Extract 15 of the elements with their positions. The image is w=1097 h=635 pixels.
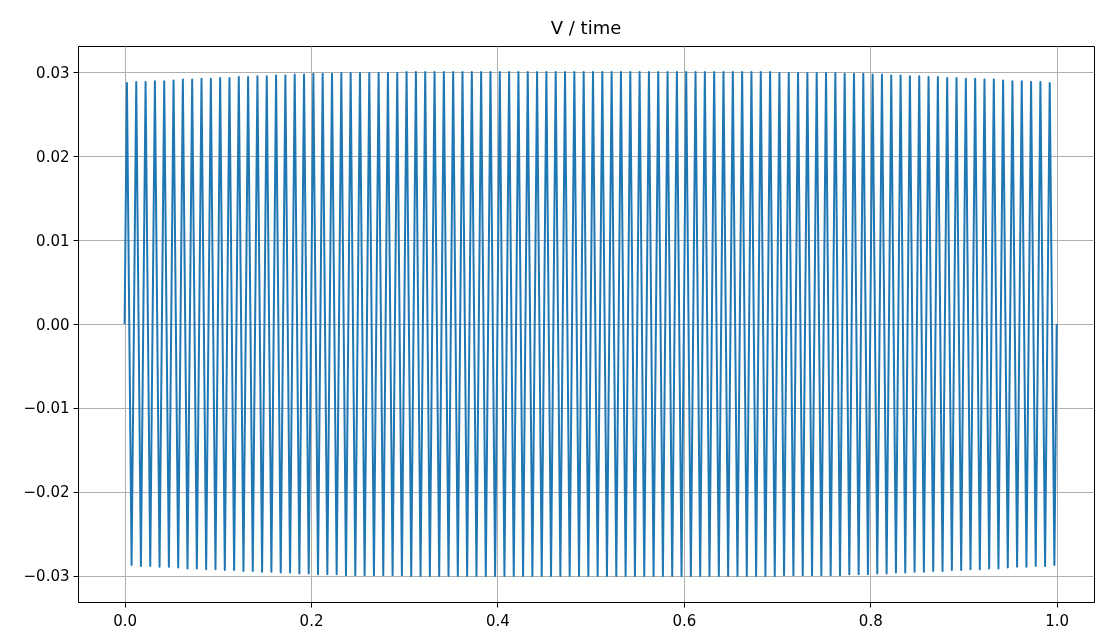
y-tick-label: 0.02 [36, 147, 70, 166]
line-series [123, 71, 1058, 577]
y-tick-label: −0.03 [23, 567, 70, 586]
x-tick-label: 0.2 [299, 611, 324, 630]
x-tick-label: 0.8 [858, 611, 883, 630]
y-tick-label: −0.01 [23, 399, 70, 418]
x-tick-label: 0.6 [672, 611, 697, 630]
x-tick-label: 0.0 [113, 611, 138, 630]
y-tick-label: 0.01 [36, 231, 70, 250]
y-tick-label: −0.02 [23, 483, 70, 502]
y-tick-label: 0.03 [36, 63, 70, 82]
y-tick-label: 0.00 [36, 315, 70, 334]
x-tick-label: 0.4 [486, 611, 510, 630]
x-tick-label: 1.0 [1045, 611, 1070, 630]
chart-title: V / time [550, 17, 622, 38]
